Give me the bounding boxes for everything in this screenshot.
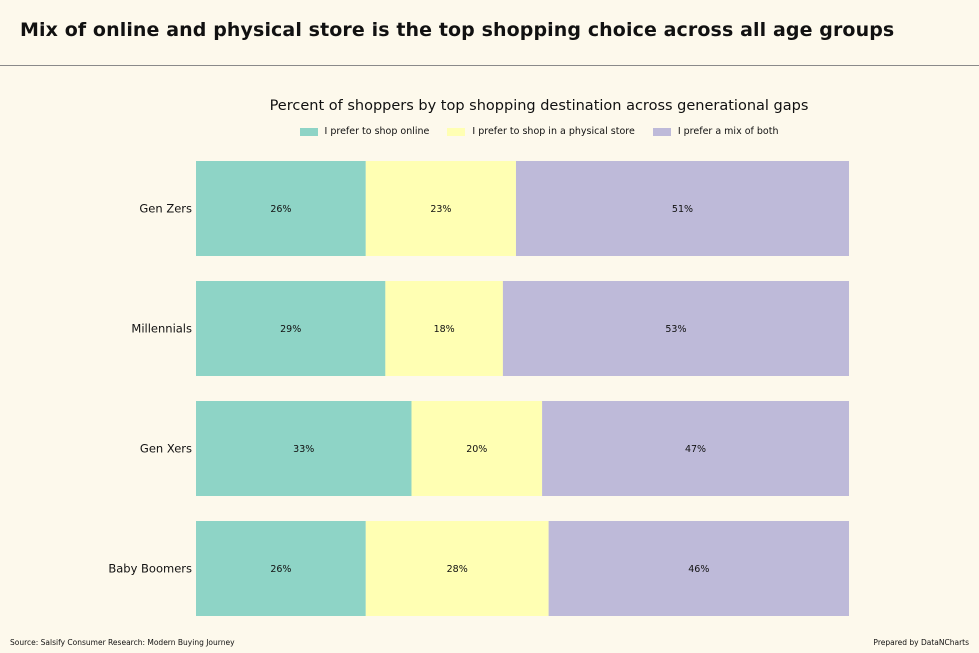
source-note: Source: Salsify Consumer Research: Moder…: [10, 638, 235, 647]
bar-segment-millennials-1: [385, 281, 503, 376]
legend-item-mix: I prefer a mix of both: [652, 126, 779, 137]
legend-label-online: I prefer to shop online: [324, 126, 430, 137]
credit-note: Prepared by DataNCharts: [873, 638, 969, 647]
bar-segment-baby-boomers-2: [548, 521, 849, 616]
bar-segment-gen-xers-2: [542, 401, 849, 496]
data-label-gen-zers-2: 51%: [672, 204, 693, 215]
legend-swatch-online: [299, 127, 318, 136]
bar-segment-gen-zers-0: [196, 161, 366, 256]
data-label-gen-zers-1: 23%: [430, 204, 451, 215]
data-label-millennials-0: 29%: [280, 324, 301, 335]
legend: I prefer to shop online I prefer to shop…: [196, 126, 882, 137]
header-divider: [0, 65, 979, 66]
category-label-millennials: Millennials: [131, 322, 192, 336]
category-label-baby-boomers: Baby Boomers: [108, 562, 192, 576]
legend-label-mix: I prefer a mix of both: [677, 126, 779, 137]
category-label-gen-zers: Gen Zers: [139, 202, 192, 216]
data-label-gen-xers-0: 33%: [293, 444, 314, 455]
legend-item-physical: I prefer to shop in a physical store: [447, 126, 635, 137]
bar-segment-millennials-0: [196, 281, 386, 376]
bar-segment-gen-zers-2: [515, 161, 849, 256]
bar-segment-baby-boomers-0: [196, 521, 366, 616]
bar-segment-gen-zers-1: [365, 161, 516, 256]
bar-segment-gen-xers-1: [411, 401, 543, 496]
bar-segment-gen-xers-0: [196, 401, 412, 496]
data-label-millennials-1: 18%: [434, 324, 455, 335]
bar-segment-baby-boomers-1: [365, 521, 549, 616]
legend-swatch-physical: [447, 127, 466, 136]
data-label-millennials-2: 53%: [665, 324, 686, 335]
category-label-gen-xers: Gen Xers: [140, 442, 192, 456]
legend-item-online: I prefer to shop online: [299, 126, 430, 137]
legend-label-physical: I prefer to shop in a physical store: [472, 126, 635, 137]
legend-swatch-mix: [652, 127, 671, 136]
data-label-gen-zers-0: 26%: [270, 204, 291, 215]
data-label-baby-boomers-2: 46%: [688, 564, 709, 575]
data-label-baby-boomers-0: 26%: [270, 564, 291, 575]
data-label-baby-boomers-1: 28%: [447, 564, 468, 575]
headline: Mix of online and physical store is the …: [20, 19, 895, 41]
bar-segment-millennials-2: [502, 281, 849, 376]
data-label-gen-xers-1: 20%: [466, 444, 487, 455]
chart-title: Percent of shoppers by top shopping dest…: [269, 98, 809, 114]
data-label-gen-xers-2: 47%: [685, 444, 706, 455]
